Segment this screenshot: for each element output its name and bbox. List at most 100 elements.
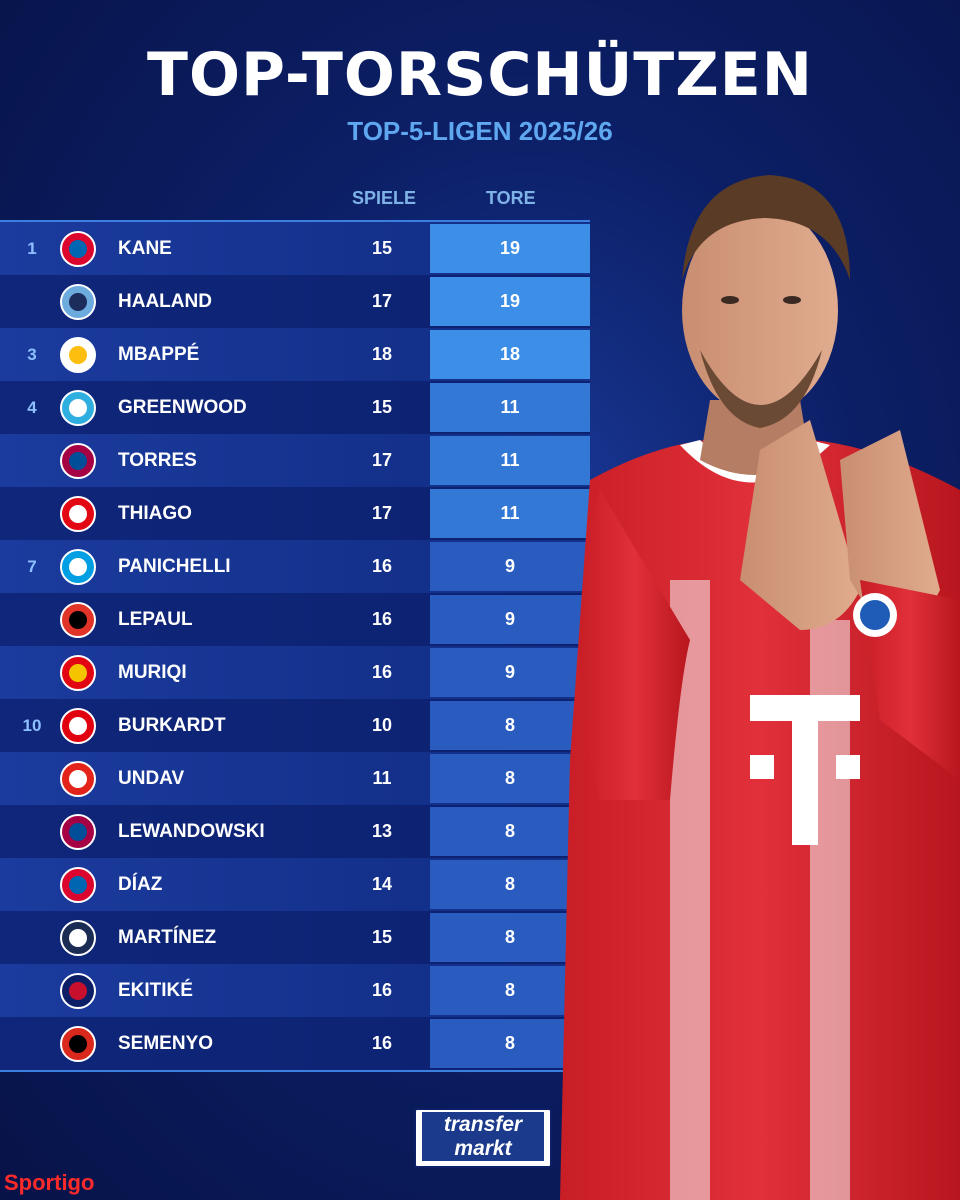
barcelona-crest-icon (60, 814, 96, 850)
games-played: 15 (371, 927, 393, 947)
goals-scored: 8 (430, 754, 590, 803)
games-played: 13 (371, 821, 393, 841)
rank-number: 3 (27, 345, 37, 364)
player-name: MURIQI (118, 662, 187, 683)
games-played: 15 (371, 397, 393, 417)
column-header-games: SPIELE (352, 188, 417, 208)
rank-number (0, 593, 64, 646)
liverpool-crest-icon (60, 973, 96, 1009)
player-portrait-icon (560, 175, 960, 1200)
games-played: 11 (372, 768, 392, 788)
realmadrid-crest-icon (60, 337, 96, 373)
page-subtitle: TOP-5-LIGEN 2025/26 (347, 116, 613, 146)
games-played: 17 (371, 503, 393, 523)
mancity-crest-icon (60, 284, 96, 320)
rank-number: 1 (27, 239, 37, 258)
table-row: SEMENYO 16 8 (0, 1017, 590, 1070)
page-title: TOP-TORSCHÜTZEN (147, 40, 813, 110)
inter-crest-icon (60, 920, 96, 956)
rank-number: 4 (27, 398, 37, 417)
player-name: UNDAV (118, 768, 185, 789)
frankfurt-crest-icon (60, 708, 96, 744)
player-name: KANE (118, 238, 172, 259)
games-played: 17 (371, 291, 393, 311)
bayern-crest-icon (60, 231, 96, 267)
rank-number (0, 487, 64, 540)
rank-number (0, 434, 64, 487)
player-name: HAALAND (118, 291, 212, 312)
table-row: 4 GREENWOOD 15 11 (0, 381, 590, 434)
goals-scored: 9 (430, 648, 590, 697)
goals-scored: 9 (430, 595, 590, 644)
games-played: 14 (371, 874, 393, 894)
games-played: 17 (371, 450, 393, 470)
goals-scored: 11 (430, 489, 590, 538)
table-row: THIAGO 17 11 (0, 487, 590, 540)
goals-scored: 19 (430, 224, 590, 273)
barcelona-crest-icon (60, 443, 96, 479)
table-row: HAALAND 17 19 (0, 275, 590, 328)
table-row: 10 BURKARDT 10 8 (0, 699, 590, 752)
table-row: LEPAUL 16 9 (0, 593, 590, 646)
player-name: PANICHELLI (118, 556, 231, 577)
player-name: TORRES (118, 450, 197, 471)
games-played: 15 (371, 238, 393, 258)
games-played: 18 (371, 344, 393, 364)
goals-scored: 8 (430, 966, 590, 1015)
bournemouth-crest-icon (60, 1026, 96, 1062)
rank-number (0, 752, 64, 805)
logo-line-transfer: transfer (422, 1112, 544, 1138)
mallorca-crest-icon (60, 655, 96, 691)
player-name: DÍAZ (118, 874, 163, 895)
table-row: MARTÍNEZ 15 8 (0, 911, 590, 964)
goals-scored: 18 (430, 330, 590, 379)
stuttgart-crest-icon (60, 761, 96, 797)
games-played: 16 (371, 980, 393, 1000)
player-name: LEWANDOWSKI (118, 821, 265, 842)
goals-scored: 11 (430, 383, 590, 432)
table-row: TORRES 17 11 (0, 434, 590, 487)
player-name: MBAPPÉ (118, 344, 200, 365)
player-name: MARTÍNEZ (118, 927, 217, 948)
games-played: 10 (371, 715, 393, 735)
table-row: DÍAZ 14 8 (0, 858, 590, 911)
table-row: EKITIKÉ 16 8 (0, 964, 590, 1017)
marseille-crest-icon (60, 390, 96, 426)
rank-number (0, 1017, 64, 1070)
goals-scored: 11 (430, 436, 590, 485)
table-row: 7 PANICHELLI 16 9 (0, 540, 590, 593)
goals-scored: 9 (430, 542, 590, 591)
rank-number (0, 858, 64, 911)
player-name: LEPAUL (118, 609, 193, 630)
goals-scored: 8 (430, 701, 590, 750)
rank-number: 7 (27, 557, 37, 576)
games-played: 16 (371, 556, 393, 576)
rank-number (0, 964, 64, 1017)
table-row: LEWANDOWSKI 13 8 (0, 805, 590, 858)
rank-number (0, 275, 64, 328)
watermark-sportigo: Sportigo (4, 1170, 95, 1195)
player-name: BURKARDT (118, 715, 226, 736)
table-row: UNDAV 11 8 (0, 752, 590, 805)
rank-number (0, 805, 64, 858)
player-name: SEMENYO (118, 1033, 214, 1054)
rank-number: 10 (22, 716, 42, 735)
scorers-table: 1 KANE 15 19 HAALAND 17 19 3 MBAPPÉ 18 18 4 GREENWOO… (0, 220, 590, 1072)
player-name: EKITIKÉ (118, 980, 193, 1001)
games-played: 16 (371, 609, 393, 629)
logo-line-markt: markt (422, 1137, 544, 1161)
column-header-goals: TORE (486, 188, 536, 208)
goals-scored: 8 (430, 807, 590, 856)
goals-scored: 8 (430, 860, 590, 909)
player-name: GREENWOOD (118, 397, 247, 418)
brentford-crest-icon (60, 496, 96, 532)
strasbourg-crest-icon (60, 549, 96, 585)
table-row: 3 MBAPPÉ 18 18 (0, 328, 590, 381)
goals-scored: 8 (430, 913, 590, 962)
transfermarkt-logo: transfer markt (414, 1108, 552, 1168)
rennes-crest-icon (60, 602, 96, 638)
games-played: 16 (371, 1033, 393, 1053)
bayern-crest-icon (60, 867, 96, 903)
goals-scored: 19 (430, 277, 590, 326)
player-name: THIAGO (118, 503, 192, 524)
